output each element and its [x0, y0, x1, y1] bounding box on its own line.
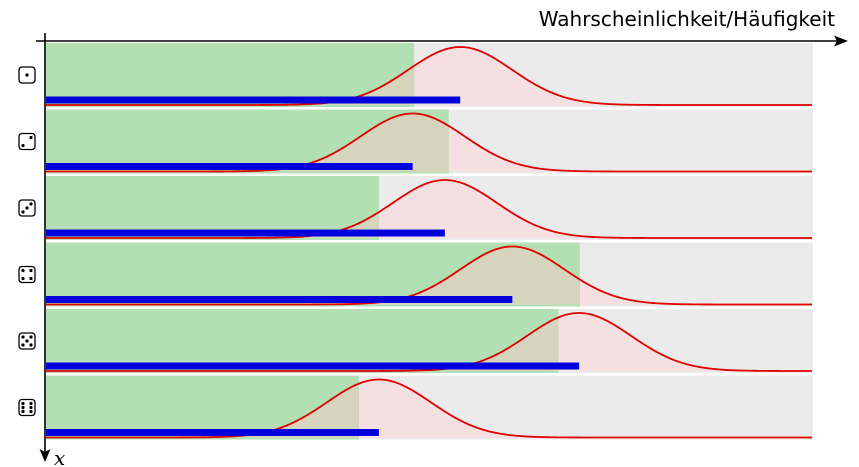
frequency-bar: [46, 429, 379, 436]
row-6: [18, 375, 813, 440]
horizontal-axis-arrowhead: [834, 35, 848, 47]
row-4: [18, 242, 813, 307]
die-outline: [18, 265, 36, 284]
die-pip: [21, 409, 25, 414]
die-outline: [18, 132, 36, 151]
die-pip: [29, 335, 33, 339]
die-pip: [29, 202, 33, 206]
die-pip: [25, 339, 29, 343]
die-pip: [29, 268, 33, 273]
die-pip: [29, 405, 33, 410]
die-face-4-icon: [18, 265, 36, 284]
die-pip: [29, 401, 33, 406]
row-3: [18, 176, 813, 240]
die-pip: [25, 206, 29, 210]
vertical-axis-label: x: [54, 446, 65, 467]
row-5: [18, 309, 813, 373]
green-band: [46, 309, 559, 373]
die-pip: [25, 73, 29, 77]
overlap-area: [46, 246, 580, 305]
die-face-6-icon: [18, 398, 36, 417]
overlap-area: [46, 113, 449, 172]
distribution-curve: [46, 179, 812, 239]
die-face-5-icon: [18, 332, 36, 350]
die-pip: [21, 143, 25, 148]
distribution-curve: [46, 245, 812, 306]
frequency-bar: [46, 362, 580, 370]
die-pip: [29, 343, 33, 347]
vertical-axis-arrowhead: [39, 449, 51, 462]
horizontal-axis-label: Wahrscheinlichkeit/Häufigkeit: [539, 7, 835, 31]
green-band: [46, 43, 415, 107]
distribution-curve: [46, 312, 812, 372]
distribution-curve: [46, 378, 812, 439]
die-pip: [21, 276, 25, 281]
die-pip: [21, 343, 25, 347]
rows-group: [18, 43, 813, 440]
die-pip: [21, 335, 25, 339]
curve-area: [46, 180, 813, 238]
die-face-3-icon: [18, 199, 36, 217]
frequency-bar: [46, 229, 445, 237]
distribution-curve: [46, 112, 812, 173]
axes-group: [36, 33, 848, 462]
frequency-bar: [46, 163, 413, 170]
die-pip: [21, 268, 25, 273]
die-pip: [29, 135, 33, 140]
die-pip: [29, 276, 33, 281]
curve-area: [46, 47, 813, 105]
frequency-bar: [46, 296, 513, 303]
die-pip: [29, 409, 33, 414]
die-pip: [21, 210, 25, 214]
row-2: [18, 109, 813, 174]
distribution-curve: [46, 46, 812, 106]
frequency-bar: [46, 96, 461, 104]
row-1: [18, 43, 813, 107]
curve-area: [46, 313, 813, 371]
die-face-2-icon: [18, 132, 36, 151]
die-face-1-icon: [18, 66, 36, 84]
die-pip: [21, 401, 25, 406]
curve-area: [46, 379, 813, 438]
green-band: [46, 176, 379, 240]
die-pip: [21, 405, 25, 410]
